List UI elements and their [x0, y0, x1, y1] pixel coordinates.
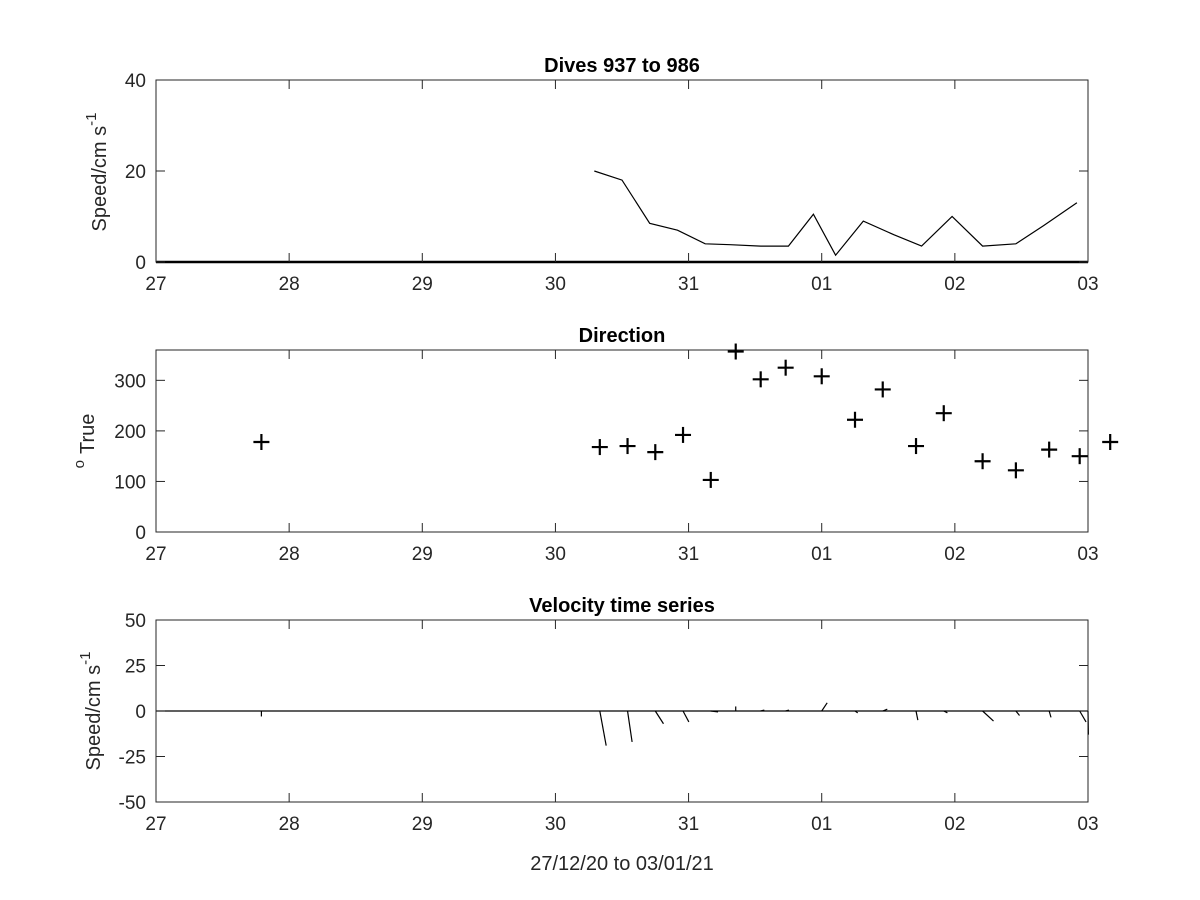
- direction-marker: [974, 453, 991, 470]
- speed-ylabel-sup: -1: [83, 113, 100, 126]
- velocity-stick: [760, 709, 765, 712]
- direction-marker: [253, 434, 270, 451]
- velocity-stick: [1079, 710, 1087, 723]
- direction-ylabel-text: True: [77, 414, 99, 454]
- velocity-xlabel: 27/12/20 to 03/01/21: [530, 853, 714, 875]
- direction-ylabel: o True: [71, 414, 99, 469]
- x-tick-label: 02: [944, 544, 965, 565]
- x-tick-label: 03: [1077, 274, 1098, 295]
- speed-series: [594, 170, 1078, 257]
- velocity-stick: [821, 702, 828, 712]
- velocity-stick: [882, 708, 888, 712]
- speed-axes-box: [155, 79, 1089, 263]
- speed-line: [594, 170, 1078, 257]
- direction-marker: [1071, 448, 1088, 465]
- speed-title: Dives 937 to 986: [544, 55, 700, 77]
- x-tick-label: 29: [412, 814, 433, 835]
- x-tick-label: 27: [145, 544, 166, 565]
- velocity-title: Velocity time series: [529, 595, 715, 617]
- direction-marker: [874, 381, 891, 398]
- direction-panel: Direction o True 27 28 29 30 31 01 02 03 0 100 200 3…: [71, 325, 1119, 565]
- speed-ylabel-text: Speed/cm s: [89, 126, 111, 232]
- y-tick-label: 0: [135, 253, 146, 274]
- x-tick-label: 30: [545, 544, 566, 565]
- x-tick-label: 29: [412, 544, 433, 565]
- x-tick-label: 30: [545, 274, 566, 295]
- velocity-stick: [599, 710, 607, 746]
- velocity-stick: [1048, 710, 1052, 718]
- x-tick-label: 31: [678, 544, 699, 565]
- speed-ylabel: Speed/cm s-1: [83, 113, 111, 232]
- velocity-ylabel-text: Speed/cm s: [83, 665, 105, 771]
- direction-marker: [847, 411, 863, 428]
- direction-marker: [908, 438, 925, 455]
- velocity-panel: Velocity time series Speed/cm s-1 27/12/…: [77, 595, 1099, 875]
- y-tick-label: -25: [119, 748, 146, 769]
- velocity-stick: [654, 710, 664, 725]
- y-tick-label: 50: [125, 611, 146, 632]
- velocity-sticks: [260, 702, 1089, 746]
- speed-ticks: 27 28 29 30 31 01 02 03 0 20 40: [125, 71, 1099, 295]
- x-tick-label: 02: [944, 274, 965, 295]
- x-tick-label: 03: [1077, 544, 1098, 565]
- x-tick-label: 28: [279, 544, 300, 565]
- direction-markers: [253, 343, 1119, 488]
- x-tick-label: 31: [678, 814, 699, 835]
- direction-marker: [591, 439, 608, 456]
- y-tick-label: 0: [135, 702, 146, 723]
- x-tick-label: 31: [678, 274, 699, 295]
- direction-marker: [935, 405, 952, 422]
- velocity-stick: [943, 710, 948, 714]
- direction-marker: [1041, 441, 1058, 458]
- y-tick-label: 300: [114, 371, 146, 392]
- direction-marker: [752, 371, 769, 388]
- velocity-stick: [854, 710, 859, 714]
- velocity-ylabel-sup: -1: [77, 652, 94, 665]
- x-tick-label: 01: [811, 544, 832, 565]
- velocity-stick: [1015, 710, 1020, 716]
- direction-ylabel-sup: o: [71, 460, 88, 468]
- direction-ticks: 27 28 29 30 31 01 02 03 0 100 200 300: [114, 350, 1099, 565]
- x-tick-label: 27: [145, 814, 166, 835]
- direction-marker: [675, 426, 692, 443]
- velocity-stick: [915, 710, 919, 721]
- x-tick-label: 01: [811, 814, 832, 835]
- velocity-stick: [626, 710, 633, 743]
- direction-marker: [702, 471, 719, 488]
- y-tick-label: 40: [125, 71, 146, 92]
- direction-marker: [813, 368, 830, 385]
- x-tick-label: 27: [145, 274, 166, 295]
- direction-marker: [619, 438, 636, 455]
- velocity-stick: [982, 710, 994, 722]
- x-tick-label: 28: [279, 814, 300, 835]
- x-tick-label: 02: [944, 814, 965, 835]
- direction-marker: [1007, 462, 1024, 479]
- y-tick-label: 100: [114, 472, 146, 493]
- direction-marker: [647, 444, 664, 461]
- velocity-stick: [682, 710, 690, 723]
- speed-panel: Dives 937 to 986 Speed/cm s-1 27 28 29 30 31…: [83, 55, 1099, 295]
- velocity-stick: [785, 709, 790, 712]
- y-tick-label: 20: [125, 162, 146, 183]
- velocity-stick: [710, 710, 719, 713]
- y-tick-label: 200: [114, 422, 146, 443]
- y-tick-label: 25: [125, 657, 146, 678]
- x-tick-label: 01: [811, 274, 832, 295]
- direction-marker: [777, 359, 794, 376]
- y-tick-label: -50: [119, 793, 146, 814]
- velocity-ylabel: Speed/cm s-1: [77, 652, 105, 771]
- direction-axes-box: [155, 349, 1089, 533]
- x-tick-label: 28: [279, 274, 300, 295]
- x-tick-label: 03: [1077, 814, 1098, 835]
- x-tick-label: 30: [545, 814, 566, 835]
- direction-marker: [1102, 434, 1119, 451]
- velocity-ticks: 27 28 29 30 31 01 02 03 -50 -25 0 25 50: [119, 611, 1099, 835]
- direction-title: Direction: [579, 325, 666, 347]
- y-tick-label: 0: [135, 523, 146, 544]
- x-tick-label: 29: [412, 274, 433, 295]
- direction-marker: [727, 343, 744, 360]
